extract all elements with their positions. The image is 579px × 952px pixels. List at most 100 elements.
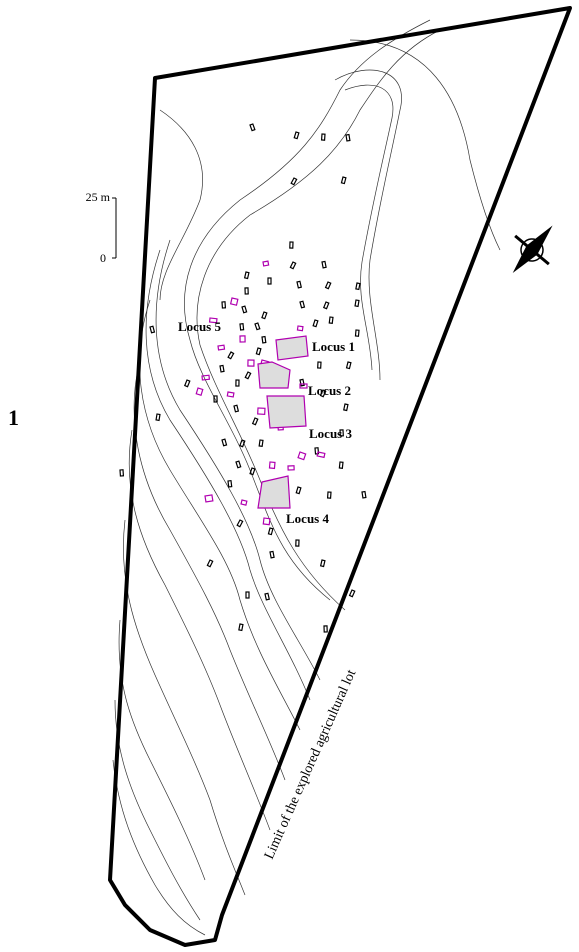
structure: [120, 470, 123, 476]
structure: [324, 302, 329, 309]
structure: [296, 487, 301, 494]
structure: [222, 439, 227, 446]
loci-areas: [258, 336, 308, 508]
structure: [362, 492, 366, 498]
structure: [347, 362, 351, 369]
locus-label: Locus 1: [312, 339, 355, 354]
structure: [298, 452, 306, 460]
structure: [268, 278, 271, 284]
structure: [202, 375, 209, 380]
structure: [256, 348, 261, 355]
locus-area: [258, 362, 290, 388]
structure: [239, 624, 243, 630]
structure: [231, 298, 238, 305]
structure: [196, 388, 203, 395]
structure: [240, 440, 245, 447]
site-map: 25 m 0 1 Locus 5 Locus 1 Locus 2 Locus 3…: [0, 0, 579, 952]
structure: [248, 360, 254, 366]
structure: [156, 414, 160, 420]
structure: [300, 301, 304, 308]
structure: [259, 440, 263, 446]
structure: [339, 462, 343, 468]
locus-label: Locus 3: [309, 426, 352, 441]
structure: [317, 452, 325, 457]
structure: [245, 372, 250, 379]
structure: [329, 317, 333, 323]
structure: [268, 528, 272, 535]
structure: [313, 320, 318, 327]
structure: [350, 590, 355, 597]
structure: [294, 132, 299, 139]
structure: [236, 380, 239, 386]
structure: [241, 500, 247, 505]
structure: [227, 392, 234, 397]
structure: [344, 404, 348, 410]
lot-boundary: [110, 8, 570, 945]
structure: [185, 380, 190, 387]
structure: [290, 262, 295, 269]
locus-label: Locus 2: [308, 383, 351, 398]
structure: [290, 242, 293, 248]
structure: [214, 396, 217, 402]
structure: [296, 540, 299, 546]
structure: [236, 461, 241, 468]
structure: [321, 560, 325, 567]
figure-label: 1: [8, 405, 19, 430]
structure: [228, 352, 234, 359]
structure: [263, 518, 270, 525]
structure: [262, 312, 267, 319]
structure: [270, 551, 274, 557]
structure: [263, 261, 269, 266]
structure: [262, 337, 266, 343]
structure: [355, 300, 359, 306]
locus-label: Locus 4: [286, 511, 329, 526]
scale-top: 25 m: [86, 190, 111, 204]
structure: [220, 365, 224, 371]
structure: [300, 379, 304, 385]
structure: [250, 124, 255, 131]
structure: [150, 326, 154, 333]
locus-area: [276, 336, 308, 360]
structure: [297, 281, 301, 288]
structure: [205, 495, 213, 502]
structure: [246, 592, 249, 598]
features: [120, 124, 366, 632]
structure: [242, 306, 247, 313]
structure: [265, 593, 269, 600]
structure: [326, 282, 331, 289]
structure: [324, 626, 327, 632]
locus-area: [267, 396, 306, 428]
structure: [341, 177, 345, 184]
structure: [234, 405, 238, 412]
structure: [250, 468, 255, 475]
structure: [218, 345, 224, 350]
structure: [322, 261, 326, 267]
structure: [318, 362, 321, 368]
structure: [228, 481, 232, 487]
locus-area: [258, 476, 290, 508]
structure: [288, 466, 294, 470]
structure: [253, 418, 258, 425]
structure: [291, 178, 296, 185]
structure: [346, 135, 350, 141]
structure: [356, 283, 360, 289]
structure: [255, 323, 260, 330]
structure: [245, 288, 248, 294]
structure: [322, 134, 325, 140]
boundary-label: Limit of the explored agricultural lot: [262, 668, 359, 862]
structure: [297, 326, 303, 331]
scale-bottom: 0: [100, 251, 106, 265]
structure: [240, 324, 244, 330]
locus-label: Locus 5: [178, 319, 221, 334]
structure: [258, 408, 265, 414]
structure: [328, 492, 331, 498]
structure: [222, 302, 225, 308]
scale-bar: [112, 198, 116, 258]
structure: [240, 336, 245, 342]
contour-lines: [113, 20, 500, 935]
structure: [355, 330, 359, 336]
structure: [237, 520, 242, 527]
structure: [269, 462, 275, 468]
north-arrow: [496, 211, 570, 287]
structure: [207, 560, 212, 567]
